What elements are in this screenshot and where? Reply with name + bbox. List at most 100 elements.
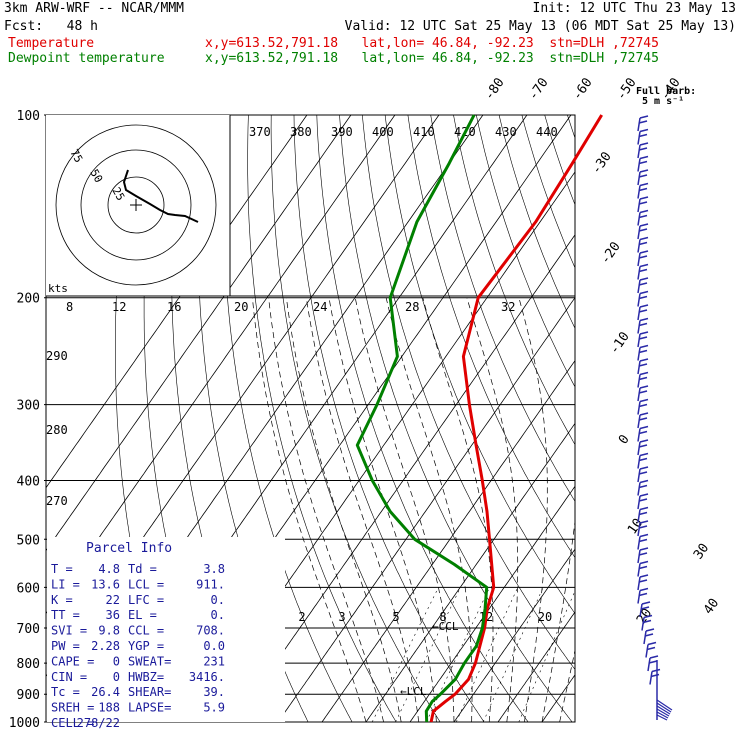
wind-barb-flag — [639, 506, 649, 511]
wind-barb-flag — [638, 484, 648, 489]
dry-adiabat-line — [475, 115, 575, 388]
hodograph-ring-label: 75 — [67, 147, 85, 165]
wind-barb-flag — [639, 520, 649, 524]
parcel-label: EL = — [128, 608, 157, 622]
parcel-value: 0 — [113, 654, 120, 668]
parcel-value: 39. — [203, 685, 225, 699]
wind-barb-flag — [638, 444, 648, 448]
pressure-label: 300 — [17, 399, 40, 414]
wind-barb-staff — [637, 279, 641, 294]
hodograph-trace — [122, 169, 199, 223]
wind-barb-staff — [637, 239, 641, 253]
wind-barb-flag — [639, 398, 649, 403]
wind-barb-flag — [656, 711, 669, 719]
wind-barb-staff — [637, 333, 641, 348]
theta-e-label: 380 — [290, 125, 312, 139]
isotherm-label: -80 — [482, 75, 508, 103]
wind-barb-flag — [638, 255, 648, 259]
isotherm-line — [46, 115, 352, 552]
wind-barb-flag — [638, 282, 648, 286]
wind-barb-staff — [645, 644, 649, 658]
wind-barb-staff — [637, 576, 641, 591]
parcel-value: 0. — [211, 593, 225, 607]
wind-barb-flag — [638, 214, 648, 219]
parcel-value: 13.6 — [91, 577, 120, 591]
wind-barb-flag — [638, 390, 648, 394]
location-dewpoint: x,y=613.52,791.18 lat,lon= 46.84, -92.23… — [205, 51, 659, 66]
isotherm-line — [46, 115, 308, 489]
wind-barb-staff — [637, 482, 641, 496]
dry-adiabat-line — [498, 115, 575, 330]
parcel-label: CAPE = — [51, 654, 94, 668]
hodograph-ring-label: 50 — [87, 167, 105, 185]
mixing-ratio-line — [518, 590, 575, 722]
parcel-label: YGP = — [128, 639, 164, 653]
dry-adiabat-line — [567, 115, 575, 139]
dry-adiabat-line — [698, 102, 740, 735]
wind-barb-flag — [651, 668, 661, 673]
dry-adiabat-label: 270 — [46, 494, 68, 508]
wind-barb-flag — [639, 493, 649, 497]
dry-adiabat-label: 280 — [46, 423, 68, 437]
wind-barb-flag — [656, 699, 673, 711]
wind-barb-flag — [638, 376, 648, 381]
wind-barb-flag — [639, 209, 649, 214]
wind-barb-staff — [637, 320, 641, 334]
wind-barb-flag — [647, 641, 657, 646]
mixing-ratio-line — [482, 587, 544, 722]
wind-barb-staff — [637, 522, 641, 537]
wind-barb-staff — [637, 158, 641, 172]
wind-barb-staff — [637, 171, 641, 186]
wind-barb-staff — [637, 468, 641, 483]
wind-barb-flag — [638, 309, 648, 313]
theta-e-label: 390 — [331, 125, 353, 139]
wind-barb-flag — [639, 574, 649, 578]
wind-barb-flag — [644, 633, 654, 637]
wind-barb-flag — [638, 525, 648, 529]
theta-e-label: 370 — [249, 125, 271, 139]
wind-barb-flag — [639, 587, 649, 592]
wind-barb-flag — [646, 646, 656, 651]
wind-barb-flag — [639, 533, 649, 538]
parcel-label: LCL = — [128, 577, 164, 591]
dry-adiabat-line — [247, 115, 397, 722]
mixing-ratio-label: 5 — [392, 610, 399, 624]
theta-e-label: 440 — [536, 125, 558, 139]
wind-barb-flag — [639, 331, 649, 335]
dry-adiabat-line — [293, 115, 485, 722]
wind-barb-flag — [639, 452, 649, 457]
theta-e-label: 400 — [372, 125, 394, 139]
wind-barb-staff — [637, 144, 641, 159]
isotherm-label: -60 — [570, 75, 596, 103]
wind-barb-flag — [639, 236, 649, 241]
hodograph-speed-label: 12 — [112, 300, 126, 314]
mixing-ratio-line — [456, 587, 519, 722]
wind-barb-flag — [639, 547, 649, 551]
wind-barb-staff — [637, 374, 641, 388]
dry-adiabat-line — [339, 115, 573, 722]
wind-barb-flag — [639, 412, 649, 416]
parcel-value: 3416. — [189, 670, 225, 684]
wind-barb-flag — [639, 250, 649, 254]
parcel-info-title: Parcel Info — [86, 541, 172, 556]
wind-barb-flag — [638, 538, 648, 543]
parcel-value: 0. — [211, 608, 225, 622]
isotherm-line — [321, 359, 575, 722]
wind-key-units: 5 m s⁻¹ — [642, 96, 684, 107]
wind-barb-flag — [638, 430, 648, 435]
parcel-label: LFC = — [128, 593, 164, 607]
pressure-label: 500 — [17, 533, 40, 548]
isotherm-line — [541, 674, 575, 722]
dry-adiabat-line — [316, 115, 529, 722]
isotherm-label: -30 — [589, 149, 615, 177]
moist-adiabat-line — [354, 297, 455, 722]
theta-e-label: 430 — [495, 125, 517, 139]
dry-adiabat-line — [544, 115, 575, 206]
parcel-value: 231 — [203, 654, 225, 668]
wind-barb-flag — [638, 363, 648, 367]
wind-barb-flag — [638, 201, 648, 205]
parcel-label: CELL = — [51, 716, 94, 730]
wind-barb-flag — [648, 660, 658, 664]
plot-frame — [45, 114, 576, 723]
moist-adiabat-line — [305, 297, 420, 722]
